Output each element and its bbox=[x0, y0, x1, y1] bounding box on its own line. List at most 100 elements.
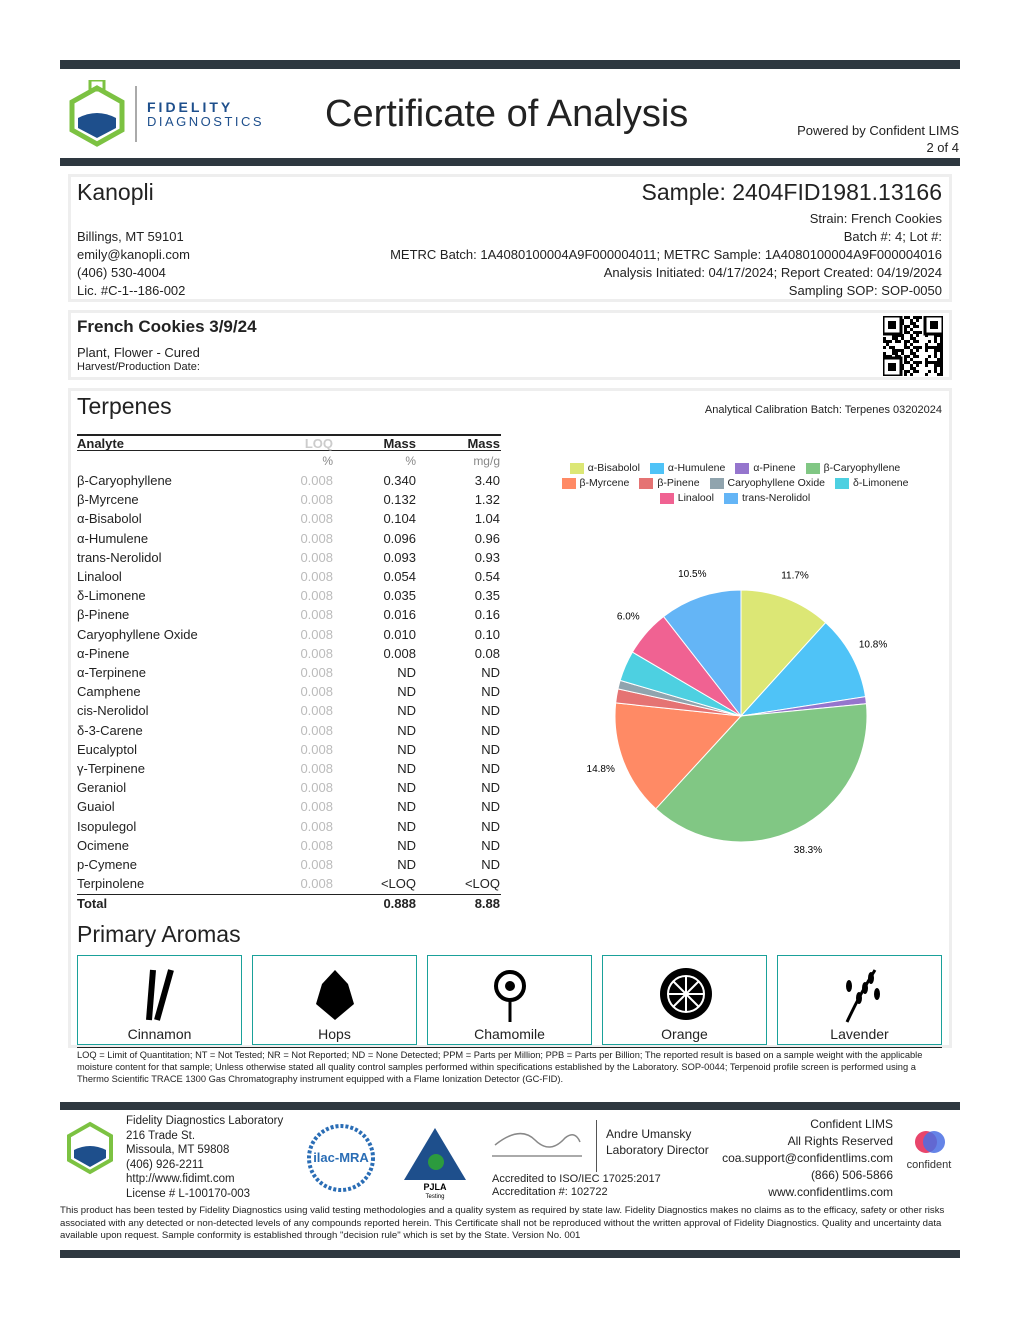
analyte: Geraniol bbox=[77, 780, 127, 796]
rule bbox=[77, 434, 501, 436]
confident-info: Confident LIMS All Rights Reserved coa.sup… bbox=[722, 1116, 893, 1201]
qr-module bbox=[889, 340, 892, 343]
bottom-bar bbox=[60, 1250, 960, 1258]
legend-swatch bbox=[805, 462, 820, 474]
cell: % bbox=[405, 454, 416, 468]
cell: 0.888 bbox=[383, 896, 416, 911]
qr-module bbox=[907, 370, 910, 373]
analyte: β-Pinene bbox=[77, 607, 130, 623]
legend-label: δ-Limonene bbox=[853, 477, 909, 489]
cell: 1.04 bbox=[474, 511, 500, 527]
qr-module bbox=[916, 319, 919, 322]
qr-module bbox=[937, 358, 940, 361]
qr-module bbox=[913, 370, 916, 373]
legend-swatch bbox=[835, 477, 850, 489]
qr-module bbox=[934, 337, 937, 340]
legend-label: β-Myrcene bbox=[579, 477, 630, 489]
director-line: Laboratory Director bbox=[606, 1143, 709, 1157]
legend-label: β-Caryophyllene bbox=[823, 462, 901, 474]
cell: 0.008 bbox=[300, 703, 333, 719]
director: Andre Umansky Laboratory Director bbox=[606, 1126, 709, 1158]
analyte: α-Bisabolol bbox=[77, 511, 142, 527]
qr-module bbox=[913, 331, 916, 334]
qr-module bbox=[940, 370, 943, 373]
qr-module bbox=[916, 340, 919, 343]
cell: mg/g bbox=[473, 454, 500, 468]
qr-module bbox=[937, 346, 940, 349]
cell: ND bbox=[397, 722, 416, 738]
qr-module bbox=[913, 367, 916, 370]
client-line: emily@kanopli.com bbox=[77, 247, 190, 262]
pjla-text: PJLA bbox=[423, 1182, 447, 1192]
qr-module bbox=[934, 370, 937, 373]
confident-line: coa.support@confidentlims.com bbox=[722, 1151, 893, 1165]
analyte: δ-3-Carene bbox=[77, 722, 143, 738]
sample-line: Batch #: 4; Lot #: bbox=[843, 229, 942, 244]
sample-line: Strain: French Cookies bbox=[809, 211, 942, 226]
section-title: Terpenes bbox=[77, 393, 172, 419]
cell: 0.008 bbox=[300, 799, 333, 815]
cell: ND bbox=[481, 665, 500, 680]
qr-module bbox=[925, 361, 928, 364]
qr-module bbox=[904, 325, 907, 328]
qr-module bbox=[916, 325, 919, 328]
logo-icon bbox=[69, 80, 125, 147]
legend-label: Linalool bbox=[677, 492, 714, 504]
cell: 0.008 bbox=[383, 645, 416, 661]
sample-info: Strain: French Cookies Batch #: 4; Lot #:… bbox=[390, 210, 942, 300]
cell: 0.008 bbox=[300, 876, 333, 892]
page-number: 2 of 4 bbox=[926, 140, 959, 155]
client-line: (406) 530-4004 bbox=[77, 265, 166, 280]
qr-module bbox=[910, 337, 913, 340]
analyte: γ-Terpinene bbox=[77, 761, 145, 776]
slice-label: 14.8% bbox=[587, 764, 615, 775]
cell: ND bbox=[397, 684, 416, 700]
cell: <LOQ bbox=[464, 876, 500, 892]
qr-module bbox=[904, 370, 907, 373]
pie-slice bbox=[655, 703, 868, 843]
qr-module bbox=[925, 346, 928, 349]
qr-module bbox=[940, 340, 943, 343]
cell: 0.340 bbox=[383, 473, 416, 488]
qr-module bbox=[925, 373, 928, 376]
slice-label: 10.8% bbox=[859, 639, 887, 650]
analyte: Camphene bbox=[77, 684, 141, 700]
qr-module bbox=[937, 361, 940, 364]
ilac-text: ilac-MRA bbox=[313, 1150, 369, 1165]
cell: ND bbox=[397, 741, 416, 757]
cell: 0.008 bbox=[300, 569, 333, 584]
qr-module bbox=[910, 349, 913, 352]
qr-module bbox=[940, 346, 943, 349]
confident-line: All Rights Reserved bbox=[787, 1134, 893, 1148]
qr-module bbox=[904, 355, 907, 358]
qr-module bbox=[913, 352, 916, 355]
lab-line: 216 Trade St. bbox=[126, 1129, 196, 1142]
confident-line: Confident LIMS bbox=[810, 1117, 893, 1131]
pie-slice bbox=[662, 589, 742, 718]
qr-module bbox=[916, 355, 919, 358]
qr-module bbox=[895, 352, 898, 355]
analyte: δ-Limonene bbox=[77, 588, 146, 604]
signature bbox=[492, 1132, 582, 1157]
rule bbox=[77, 894, 501, 895]
legend-item: α-Bisabolol bbox=[569, 462, 640, 474]
cell: ND bbox=[397, 703, 416, 719]
accreditation: Accredited to ISO/IEC 17025:2017 Accredit… bbox=[492, 1173, 661, 1199]
qr-module bbox=[940, 358, 943, 361]
analyte: Caryophyllene Oxide bbox=[77, 626, 198, 642]
qr-module bbox=[913, 337, 916, 340]
qr-module bbox=[904, 373, 907, 376]
qr-module bbox=[904, 346, 907, 349]
analyte: cis-Nerolidol bbox=[77, 703, 149, 719]
qr-module bbox=[928, 346, 931, 349]
legend-swatch bbox=[569, 462, 584, 474]
qr-module bbox=[934, 349, 937, 352]
legend-item: β-Myrcene bbox=[561, 477, 630, 489]
aroma-label: Orange bbox=[661, 1026, 708, 1042]
legend-swatch bbox=[709, 477, 724, 489]
qr-module bbox=[940, 343, 943, 346]
qr-module bbox=[928, 355, 931, 358]
qr-module bbox=[904, 343, 907, 346]
qr-module bbox=[904, 331, 907, 334]
